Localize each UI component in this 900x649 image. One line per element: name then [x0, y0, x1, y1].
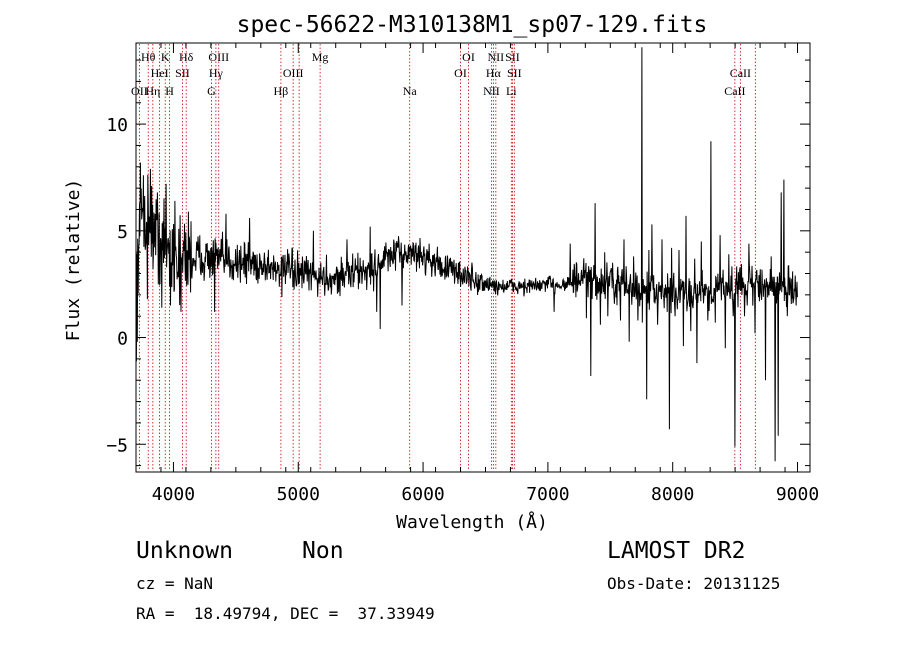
line-marker-label: SII	[505, 50, 520, 64]
class-label: Unknown	[136, 538, 233, 564]
line-marker-label: SII	[175, 66, 190, 80]
line-marker-label: NII	[483, 84, 500, 98]
line-marker-label: Hβ	[274, 84, 289, 98]
line-marker-label: Hγ	[209, 66, 224, 80]
coordinates-label: RA = 18.49794, DEC = 37.33949	[136, 604, 435, 623]
line-marker-label: SII	[507, 66, 522, 80]
spectrum-line	[135, 47, 798, 462]
x-tick-label: 5000	[277, 484, 320, 505]
line-marker-label: OIII	[283, 66, 304, 80]
line-marker-label: Hθ	[141, 50, 156, 64]
line-marker-label: Mg	[312, 50, 329, 64]
survey-label: LAMOST DR2	[607, 538, 746, 564]
subclass-label: Non	[302, 538, 344, 564]
line-marker-label: Hδ	[179, 50, 194, 64]
x-tick-label: 7000	[526, 484, 569, 505]
line-marker-label: Li	[506, 84, 517, 98]
line-marker-label: OI	[454, 66, 467, 80]
x-tick-label: 9000	[776, 484, 819, 505]
line-marker-label: CaII	[730, 66, 751, 80]
line-marker-label: OIII	[208, 50, 229, 64]
y-tick-label: 10	[106, 115, 128, 136]
line-marker-label: NII	[488, 50, 505, 64]
line-marker-label: H	[165, 84, 174, 98]
line-marker-label: CaII	[724, 84, 745, 98]
line-marker-label: Na	[403, 84, 418, 98]
x-tick-label: 8000	[651, 484, 694, 505]
cz-label: cz = NaN	[136, 574, 214, 593]
line-marker-label: K	[161, 50, 170, 64]
x-tick-label: 6000	[401, 484, 444, 505]
line-marker-label: G	[207, 84, 216, 98]
line-marker-label: OII	[131, 84, 148, 98]
x-axis-label: Wavelength (Å)	[396, 511, 548, 533]
y-tick-label: 5	[117, 222, 128, 243]
plot-frame	[135, 42, 811, 473]
x-tick-label: 4000	[152, 484, 195, 505]
axis-ticks: 4000 5000 6000 7000 8000 9000 −5 0 5 10	[106, 43, 819, 505]
line-marker-label: HeI	[151, 66, 169, 80]
line-marker-label: OI	[462, 50, 475, 64]
line-marker-label: Hα	[486, 66, 502, 80]
y-tick-label: 0	[117, 329, 128, 350]
chart-title: spec-56622-M310138M1_sp07-129.fits	[237, 12, 708, 38]
y-tick-label: −5	[106, 435, 128, 456]
y-axis-label: Flux (relative)	[63, 179, 84, 342]
line-marker-label: Hη	[145, 84, 160, 98]
obs-date-label: Obs-Date: 20131125	[607, 574, 781, 593]
